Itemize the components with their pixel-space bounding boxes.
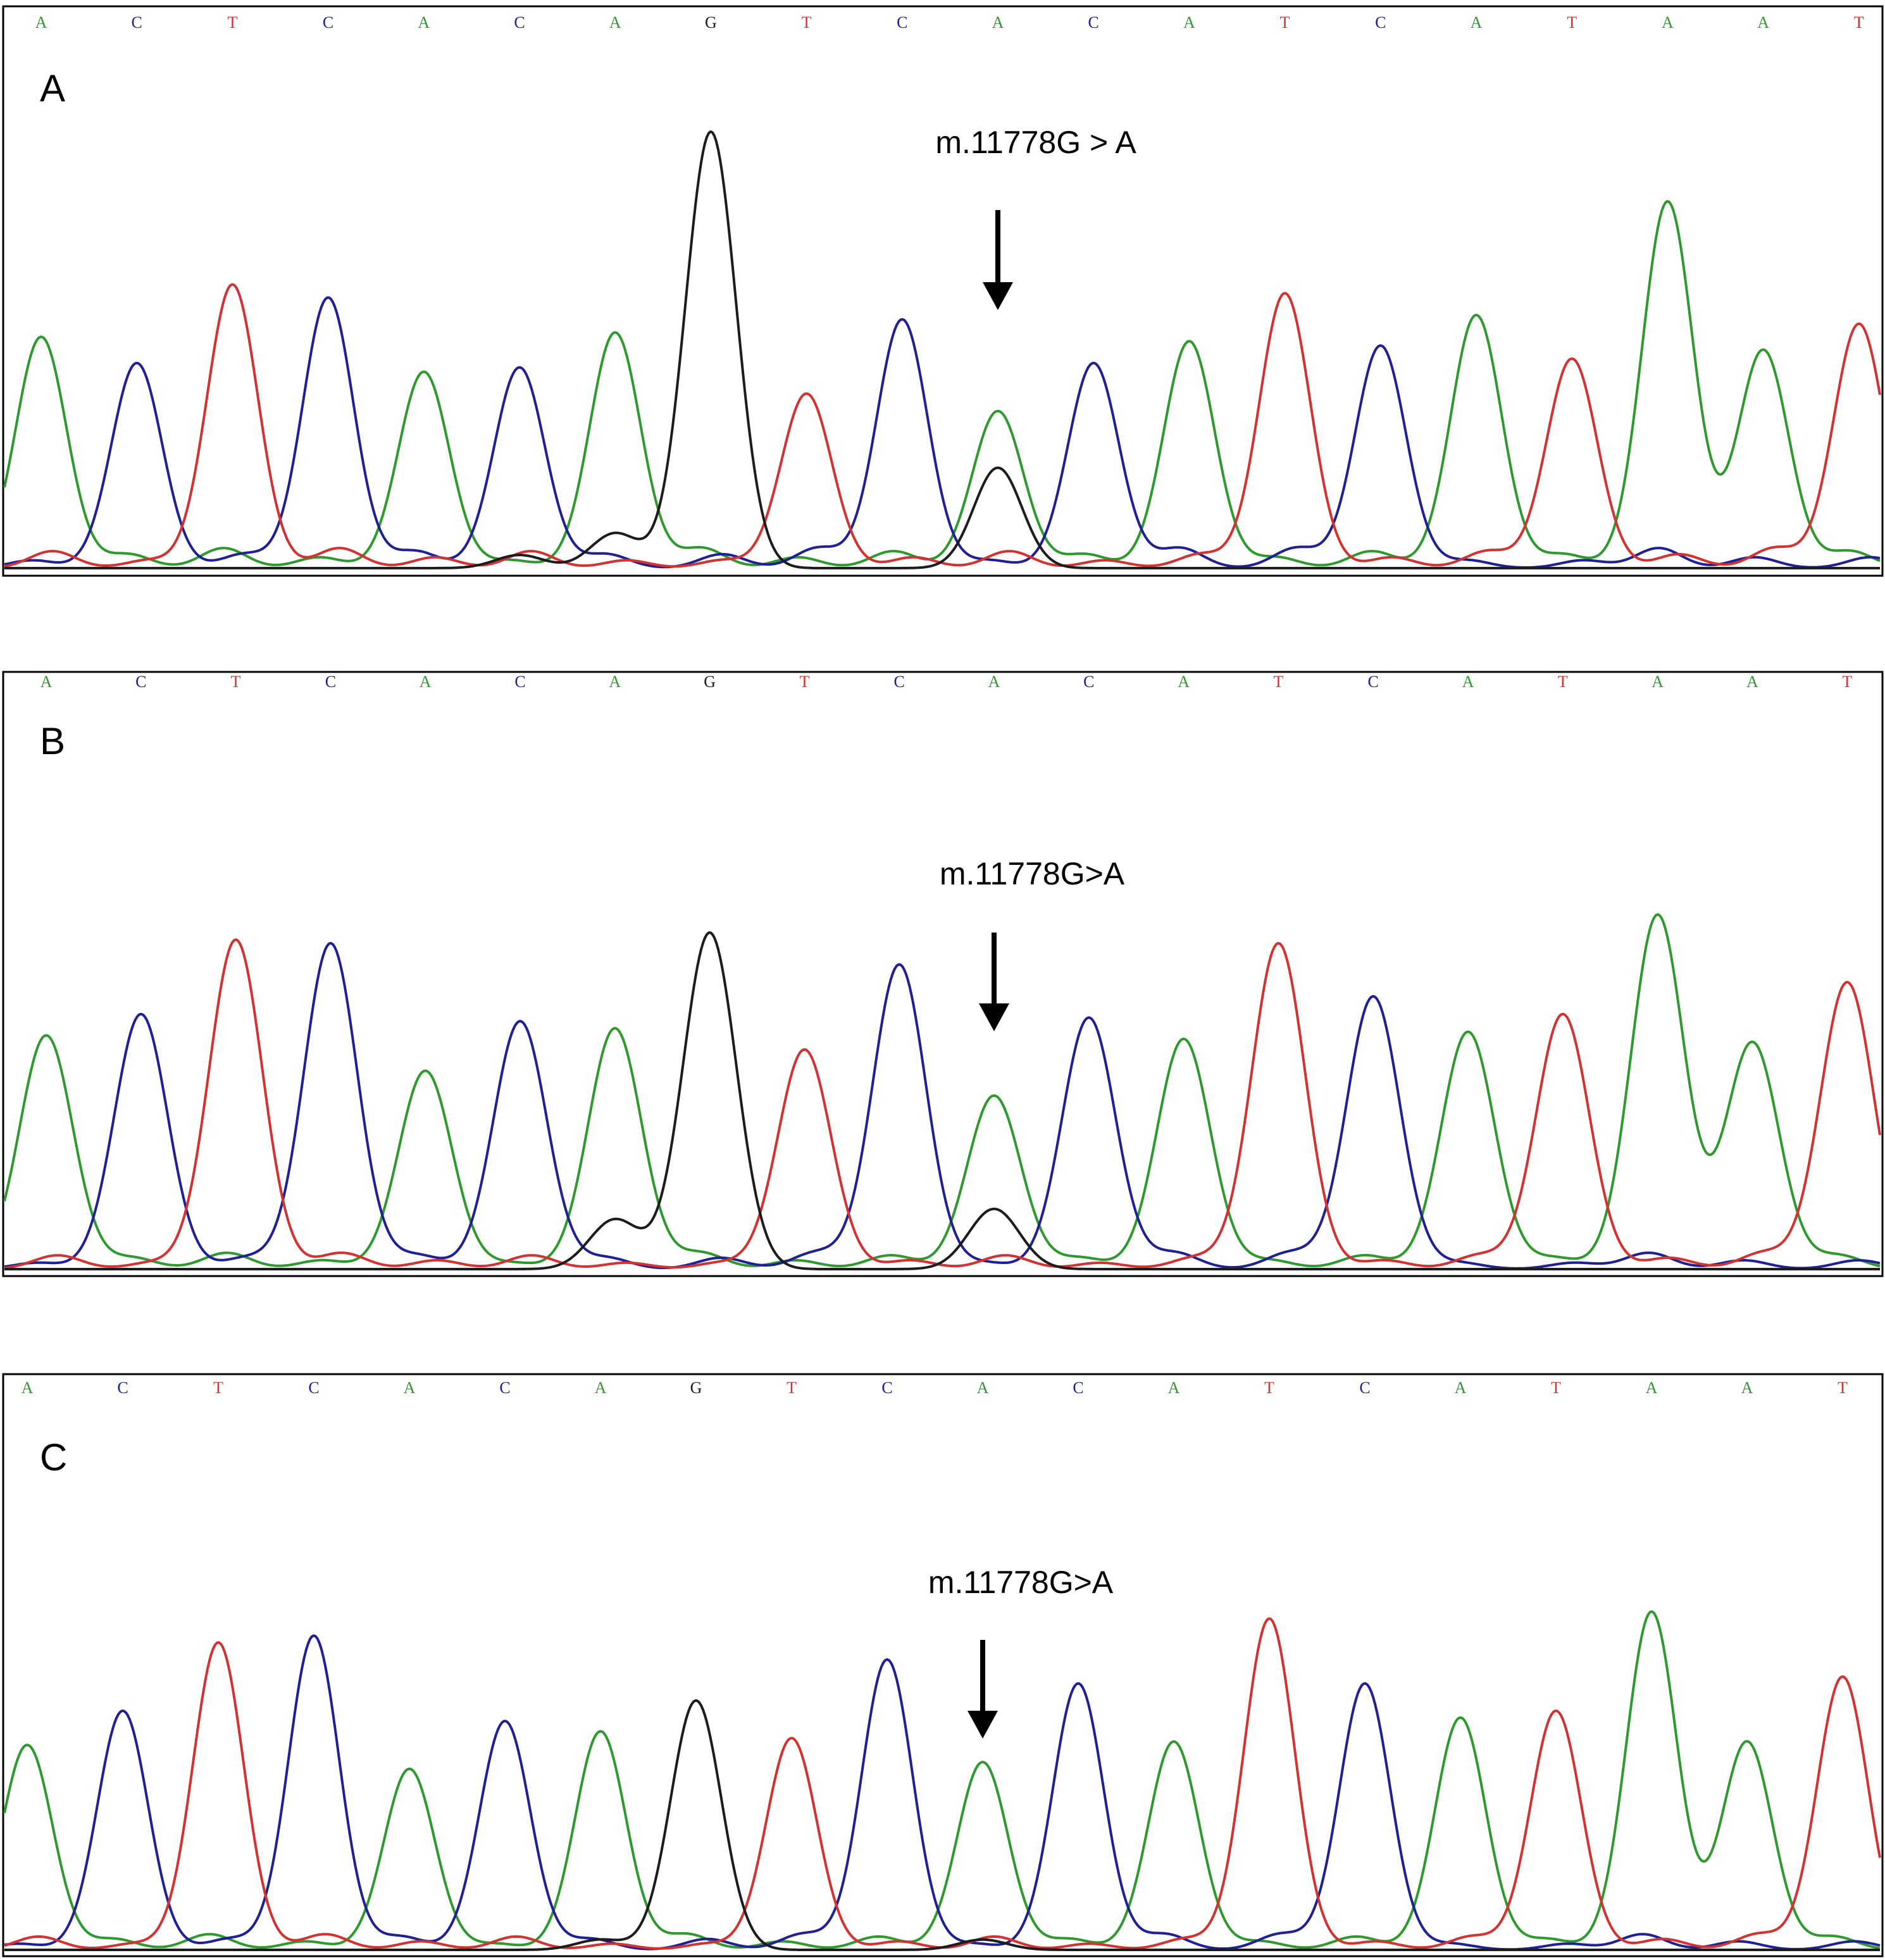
base-call: C xyxy=(1083,673,1094,691)
base-call: A xyxy=(1746,673,1758,691)
base-call: T xyxy=(213,1379,223,1397)
base-call: A xyxy=(1757,13,1769,32)
base-call: C xyxy=(514,673,525,691)
base-call: C xyxy=(897,13,907,32)
base-call: C xyxy=(323,13,333,32)
base-call: A xyxy=(992,13,1004,32)
trace-c xyxy=(4,296,1881,569)
base-call: A xyxy=(1462,673,1474,691)
base-call: C xyxy=(1375,13,1386,32)
base-call: A xyxy=(1741,1379,1753,1397)
base-call: G xyxy=(705,13,717,32)
base-call: A xyxy=(404,1379,416,1397)
base-call: A xyxy=(1183,13,1195,32)
base-call: C xyxy=(1088,13,1099,32)
base-call: T xyxy=(1854,13,1864,32)
base-call: T xyxy=(1558,673,1568,691)
base-call: A xyxy=(1662,13,1674,32)
base-call: C xyxy=(117,1379,128,1397)
panel-label-a: A xyxy=(40,67,65,109)
base-call: C xyxy=(132,13,142,32)
base-call: A xyxy=(988,673,1000,691)
base-call: C xyxy=(514,13,525,32)
base-call: A xyxy=(1455,1379,1467,1397)
trace-t xyxy=(4,283,1881,568)
base-call: C xyxy=(325,673,336,691)
plot-frame xyxy=(2,671,1884,1277)
trace-g xyxy=(4,1699,1880,1951)
base-call: C xyxy=(1073,1379,1083,1397)
base-call: A xyxy=(1652,673,1664,691)
trace-t xyxy=(4,938,1881,1270)
base-call: A xyxy=(418,13,430,32)
base-call: T xyxy=(1842,673,1852,691)
panel-label-b: B xyxy=(40,720,65,762)
base-call: A xyxy=(420,673,432,691)
base-call: A xyxy=(595,1379,607,1397)
base-call: A xyxy=(40,673,53,691)
trace-g xyxy=(4,931,1880,1270)
base-call: A xyxy=(1646,1379,1658,1397)
arrow-head xyxy=(967,1711,998,1739)
base-call: C xyxy=(894,673,905,691)
trace-a xyxy=(3,1610,1881,1950)
base-call: C xyxy=(135,673,146,691)
base-call: T xyxy=(802,13,812,32)
base-call: T xyxy=(1280,13,1290,32)
base-call: A xyxy=(977,1379,989,1397)
chromatogram-svg-c: A C T C A C A G T C A C A T C A T A A T Cm.11778G>A xyxy=(2,1373,1884,1957)
trace-c xyxy=(4,1634,1881,1951)
panel-label-c: C xyxy=(40,1436,67,1479)
mutation-label: m.11778G>A xyxy=(928,1565,1114,1600)
base-call: A xyxy=(609,673,621,691)
base-call: C xyxy=(308,1379,319,1397)
base-call: C xyxy=(499,1379,510,1397)
base-call: T xyxy=(1838,1379,1848,1397)
base-call: T xyxy=(787,1379,797,1397)
mutation-label: m.11778G > A xyxy=(935,125,1136,160)
chromatogram-svg-a: A C T C A C A G T C A C A T C A T A A T Am.11778G > A xyxy=(2,5,1884,577)
chromatogram-svg-b: A C T C A C A G T C A C A T C A T A A T Bm.11778G>A xyxy=(2,671,1884,1277)
base-call: A xyxy=(609,13,621,32)
arrow-head xyxy=(983,282,1013,310)
base-call: T xyxy=(1551,1379,1561,1397)
base-call: T xyxy=(1264,1379,1274,1397)
base-call: A xyxy=(35,13,47,32)
arrow-head xyxy=(979,1003,1009,1031)
base-call: A xyxy=(1178,673,1190,691)
base-call: A xyxy=(1168,1379,1180,1397)
plot-frame xyxy=(2,1373,1884,1957)
base-call: T xyxy=(799,673,809,691)
plot-frame xyxy=(2,5,1884,577)
base-call: A xyxy=(1471,13,1483,32)
trace-a xyxy=(3,913,1881,1268)
base-call: T xyxy=(231,673,241,691)
base-call: T xyxy=(227,13,237,32)
base-call: G xyxy=(704,673,716,691)
mutation-label: m.11778G>A xyxy=(940,856,1125,891)
base-call: A xyxy=(22,1379,34,1397)
base-call: C xyxy=(1359,1379,1370,1397)
trace-c xyxy=(4,941,1881,1270)
trace-g xyxy=(4,130,1880,569)
base-call: G xyxy=(690,1379,702,1397)
base-call: C xyxy=(881,1379,892,1397)
base-call: T xyxy=(1273,673,1283,691)
trace-a xyxy=(3,200,1881,567)
base-call: C xyxy=(1368,673,1379,691)
base-call: T xyxy=(1567,13,1577,32)
